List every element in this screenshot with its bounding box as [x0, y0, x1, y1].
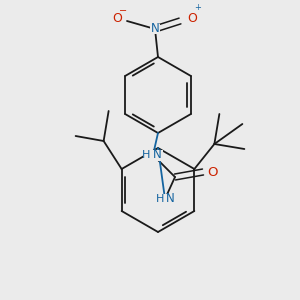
Text: N: N	[153, 148, 161, 161]
Text: N: N	[151, 22, 159, 35]
Text: −: −	[119, 6, 127, 16]
Text: O: O	[208, 166, 218, 178]
Text: N: N	[166, 193, 174, 206]
Text: +: +	[195, 2, 201, 11]
Bar	[143, 149, 163, 161]
Text: H: H	[156, 194, 164, 204]
Text: H: H	[142, 150, 150, 160]
Bar	[207, 167, 219, 178]
Text: O: O	[112, 13, 122, 26]
Bar	[154, 194, 176, 205]
Bar	[150, 24, 160, 34]
Text: O: O	[187, 13, 197, 26]
